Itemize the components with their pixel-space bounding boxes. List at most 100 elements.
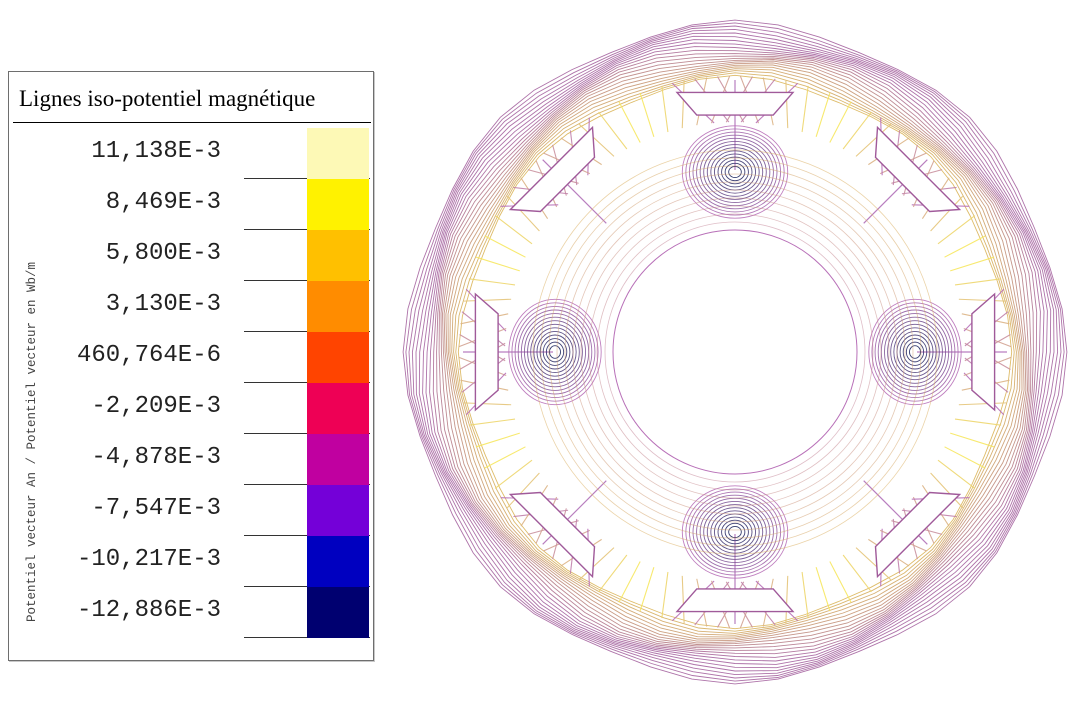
tooth-flux-line	[618, 101, 641, 143]
flux-line-diagram	[388, 0, 1082, 709]
tooth-flux-line	[785, 575, 789, 624]
yoke-contour	[457, 74, 1013, 630]
legend-level-label: -4,878E-3	[91, 444, 221, 471]
rotor-pole-contour	[545, 341, 565, 363]
tooth-flux-line	[468, 418, 516, 426]
tooth-flux-line	[785, 80, 789, 129]
tooth-flux-line	[950, 256, 995, 272]
stator-slot	[508, 491, 596, 579]
legend-swatch	[307, 179, 369, 230]
tooth-flux-line	[681, 575, 685, 624]
rotor-pole-contour	[692, 494, 778, 570]
rotor-pole-contour	[905, 341, 925, 363]
legend-row: -12,886E-3	[39, 587, 370, 638]
tooth-flux-line	[639, 567, 655, 612]
rotor-contour	[532, 149, 938, 555]
yoke-contour	[418, 35, 1052, 669]
legend-title: Lignes iso-potentiel magnétique	[19, 86, 316, 111]
yoke-contour	[415, 32, 1055, 672]
tooth-flux-line	[484, 446, 526, 469]
rotor-pole-contour	[706, 147, 764, 197]
stator-slot	[675, 91, 795, 116]
tooth-flux-line	[954, 418, 1002, 426]
legend-row: -2,209E-3	[39, 383, 370, 434]
tooth-flux-line	[578, 547, 615, 581]
rotor-pole-contour	[884, 316, 946, 388]
legend-swatch	[307, 587, 369, 638]
legend-swatch	[307, 281, 369, 332]
rotor-pole-contour	[710, 510, 760, 554]
stator-slot	[874, 125, 962, 213]
rotor-pole-contour	[887, 320, 943, 384]
legend-swatch	[307, 332, 369, 383]
tooth-flux-line	[475, 256, 520, 272]
yoke-contour	[429, 46, 1041, 658]
yoke-contour	[440, 57, 1030, 647]
rotor-pole-contour	[899, 334, 931, 370]
tooth-flux-line	[463, 402, 512, 406]
shaft-bore	[612, 229, 858, 475]
yoke-contour	[445, 62, 1025, 642]
legend-level-label: -7,547E-3	[91, 495, 221, 522]
yoke-contour	[443, 60, 1027, 644]
rotor-pole-contour	[517, 309, 593, 395]
yoke-contour	[432, 49, 1038, 655]
rotor-pole-contour	[717, 156, 753, 188]
rotor-pole-contour	[728, 526, 742, 538]
legend-row: 5,800E-3	[39, 230, 370, 281]
tooth-flux-line	[661, 571, 669, 619]
yoke-contour	[453, 70, 1017, 634]
rotor-contour	[580, 197, 890, 507]
rotor-pole-contour	[681, 125, 789, 219]
rotor-pole-contour	[549, 345, 561, 359]
rotor-pole-contour	[692, 134, 778, 210]
tooth-flux-line	[958, 298, 1007, 302]
legend-row: 11,138E-3	[39, 128, 370, 179]
legend-level-label: 8,469E-3	[105, 189, 221, 216]
tooth-flux-line	[829, 561, 852, 603]
tooth-flux-line	[930, 195, 964, 232]
legend-row: 8,469E-3	[39, 179, 370, 230]
yoke-contour	[442, 59, 1028, 645]
rotor-pole-contour	[724, 162, 746, 182]
legend-level-label: -2,209E-3	[91, 393, 221, 420]
tooth-flux-line	[842, 111, 872, 150]
tooth-flux-line	[930, 472, 964, 509]
rotor-pole-contour	[890, 323, 940, 381]
rotor-contour	[572, 189, 898, 515]
yoke-contour	[422, 39, 1048, 665]
legend-row: 3,130E-3	[39, 281, 370, 332]
yoke-contour	[436, 53, 1034, 651]
rotor-contour	[548, 165, 922, 539]
motor-cross-section	[402, 19, 1068, 685]
yoke-contour	[411, 28, 1059, 676]
rotor-contour	[604, 221, 866, 483]
yoke-contour	[402, 19, 1068, 685]
rotor-contour	[540, 157, 930, 547]
stator-slot	[675, 588, 795, 613]
color-legend: Lignes iso-potentiel magnétique Potentie…	[8, 71, 374, 661]
tooth-flux-line	[801, 571, 809, 619]
rotor-contour	[556, 173, 914, 531]
legend-level-label: 460,764E-6	[76, 342, 221, 369]
rotor-pole-contour	[710, 150, 760, 194]
tooth-flux-line	[937, 215, 976, 245]
legend-swatch	[307, 485, 369, 536]
rotor-lines	[532, 149, 938, 555]
legend-swatch	[307, 536, 369, 587]
rotor-pole-contour	[728, 166, 742, 178]
stator-slot	[474, 292, 499, 412]
tooth-flux-line	[475, 432, 520, 448]
legend-title-divider	[13, 122, 371, 123]
tooth-flux-line	[639, 92, 655, 137]
legend-row: -10,217E-3	[39, 536, 370, 587]
rotor-contour	[564, 181, 906, 523]
legend-level-label: -12,886E-3	[76, 597, 221, 624]
legend-swatch	[307, 434, 369, 485]
yoke-contour	[405, 22, 1065, 682]
tooth-flux-line	[829, 101, 852, 143]
tooth-flux-line	[598, 554, 628, 593]
rotor-pole-contour	[724, 522, 746, 542]
rotor-pole-contour	[706, 507, 764, 557]
yoke-contour	[438, 55, 1032, 649]
